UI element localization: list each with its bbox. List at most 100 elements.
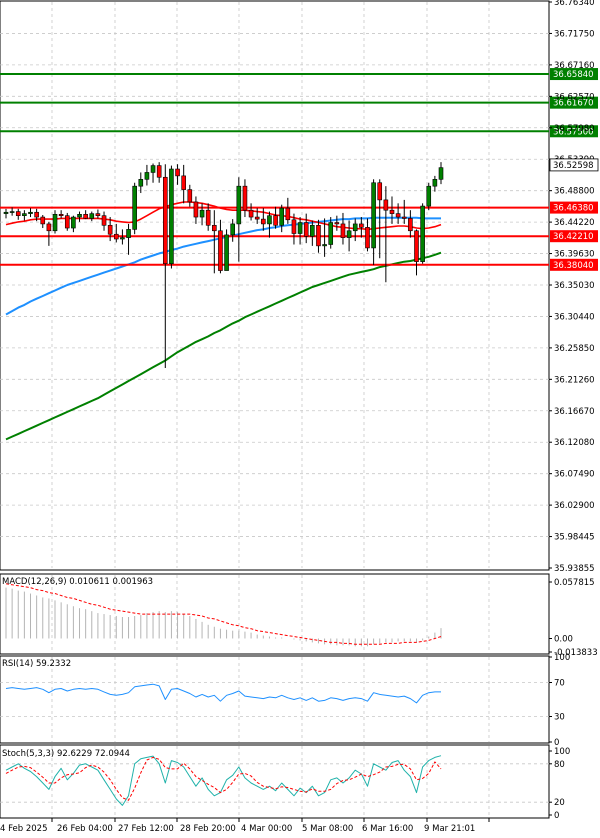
ma-blue-line bbox=[5, 216, 441, 316]
macd-grid bbox=[51, 575, 490, 653]
candle-body-45 bbox=[279, 207, 285, 226]
time-axis: 4 Feb 2025 26 Feb 04:00 27 Feb 12:00 28 Feb… bbox=[0, 818, 490, 834]
rsi-tick-label-1: 70 bbox=[554, 679, 565, 689]
level-label-4: 36.42210 bbox=[553, 232, 594, 242]
candle-body-55 bbox=[340, 223, 346, 238]
price-tick-label-4: 36.57980 bbox=[554, 124, 595, 134]
time-tick-label-7: 9 Mar 21:01 bbox=[424, 824, 475, 834]
level-tag-5 bbox=[550, 258, 598, 271]
stoch-tick-label-3: 0 bbox=[554, 811, 559, 821]
candle-body-63 bbox=[389, 209, 395, 214]
candle-body-1 bbox=[9, 211, 15, 213]
candle-body-17 bbox=[107, 224, 113, 235]
price-tick-label-13: 36.16670 bbox=[554, 407, 595, 417]
candle-body-15 bbox=[95, 213, 101, 216]
stoch-title: Stoch(5,3,3) 92.6229 72.0944 bbox=[2, 749, 130, 759]
price-tick-label-0: 36.76340 bbox=[554, 0, 595, 8]
candle-body-30 bbox=[187, 189, 193, 203]
candle-body-5 bbox=[34, 211, 39, 218]
candle-body-4 bbox=[28, 211, 33, 214]
candle-body-12 bbox=[77, 214, 82, 218]
candle-body-59 bbox=[365, 227, 370, 249]
candle-body-52 bbox=[322, 244, 327, 247]
candle-body-35 bbox=[218, 230, 223, 271]
price-tick-label-2: 36.67160 bbox=[554, 61, 595, 71]
level-tag-1 bbox=[550, 96, 598, 109]
candle-body-39 bbox=[242, 185, 248, 211]
rsi-plot bbox=[5, 683, 441, 704]
price-tick-label-1: 36.71750 bbox=[554, 29, 595, 39]
rsi-axis: 100 70 30 0 bbox=[549, 653, 570, 748]
candle-body-25 bbox=[156, 165, 162, 178]
candle-body-20 bbox=[126, 229, 131, 238]
candle-body-24 bbox=[150, 165, 156, 173]
candle-body-38 bbox=[236, 185, 242, 225]
stoch-panel: Stoch(5,3,3) 92.6229 72.0944 100 80 20 0 bbox=[0, 744, 570, 821]
candle-body-50 bbox=[310, 224, 315, 237]
macd-tick-label-1: 0.00 bbox=[554, 634, 573, 644]
candle-body-34 bbox=[212, 224, 217, 232]
candle-body-8 bbox=[52, 214, 58, 232]
candle-body-27 bbox=[169, 168, 174, 265]
stoch-axis: 100 80 20 0 bbox=[549, 747, 570, 821]
candle-body-16 bbox=[101, 215, 107, 226]
rsi-title: RSI(14) 59.2332 bbox=[2, 659, 71, 669]
rsi-tick-label-3: 0 bbox=[554, 738, 559, 748]
candle-body-7 bbox=[46, 223, 52, 232]
rsi-line bbox=[5, 683, 441, 704]
candle-body-2 bbox=[15, 211, 21, 216]
candle-body-0 bbox=[3, 211, 9, 214]
candle-body-71 bbox=[438, 167, 444, 180]
price-tick-label-17: 35.98445 bbox=[554, 533, 595, 543]
rsi-tick-label-2: 30 bbox=[554, 713, 565, 723]
time-tick-label-0: 4 Feb 2025 bbox=[0, 824, 48, 834]
main-grid bbox=[0, 2, 549, 568]
candle-body-67 bbox=[414, 230, 419, 262]
price-tick-label-11: 36.25850 bbox=[554, 344, 595, 354]
candle-body-19 bbox=[120, 237, 125, 240]
price-axis: 36.76340 36.71750 36.67160 36.62570 36.57980… bbox=[549, 0, 599, 574]
price-tick-label-8: 36.39630 bbox=[554, 250, 595, 260]
candlesticks bbox=[3, 162, 444, 369]
candle-body-6 bbox=[40, 216, 46, 225]
price-tick-label-12: 36.21260 bbox=[554, 375, 595, 385]
level-label-2: 36.57500 bbox=[553, 127, 594, 137]
candle-body-64 bbox=[395, 213, 401, 218]
time-tick-label-2: 27 Feb 12:00 bbox=[118, 824, 174, 834]
candle-body-10 bbox=[64, 215, 70, 229]
price-tick-label-14: 36.12080 bbox=[554, 438, 595, 448]
level-tag-0 bbox=[550, 68, 598, 81]
macd-tick-label-0: 0.057815 bbox=[554, 578, 595, 588]
candle-body-21 bbox=[132, 185, 137, 230]
candle-body-14 bbox=[89, 213, 95, 219]
price-tick-label-7: 36.44220 bbox=[554, 218, 595, 228]
time-tick-label-4: 4 Mar 00:00 bbox=[241, 824, 292, 834]
ma-green-line bbox=[5, 251, 442, 441]
current-price-label: 36.52598 bbox=[553, 161, 594, 171]
candle-body-33 bbox=[205, 209, 211, 226]
stoch-plot bbox=[5, 755, 442, 806]
candle-body-23 bbox=[144, 172, 150, 180]
candle-body-54 bbox=[334, 222, 340, 225]
price-tick-label-3: 36.62570 bbox=[554, 92, 595, 102]
candle-body-31 bbox=[193, 201, 199, 218]
level-tag-3 bbox=[550, 201, 598, 214]
candle-body-44 bbox=[273, 215, 278, 226]
candle-body-65 bbox=[401, 216, 407, 219]
stoch-k-line bbox=[5, 755, 442, 806]
rsi-tick-label-0: 100 bbox=[554, 653, 570, 663]
stoch-tick-label-2: 20 bbox=[554, 798, 565, 808]
candle-body-37 bbox=[230, 223, 235, 236]
candle-body-70 bbox=[432, 179, 438, 187]
candle-body-28 bbox=[175, 168, 180, 177]
level-label-5: 36.38040 bbox=[553, 261, 594, 271]
stoch-tick-label-1: 80 bbox=[554, 760, 565, 770]
candle-body-29 bbox=[181, 175, 186, 190]
macd-signal-line bbox=[5, 583, 442, 645]
candle-body-42 bbox=[261, 218, 266, 225]
candle-body-36 bbox=[224, 234, 229, 271]
macd-tick-label-2: -0.013833 bbox=[554, 648, 598, 658]
level-tag-2 bbox=[550, 125, 598, 138]
rsi-panel: RSI(14) 59.2332 100 70 30 0 bbox=[0, 653, 570, 748]
price-tick-label-6: 36.48800 bbox=[554, 187, 595, 197]
